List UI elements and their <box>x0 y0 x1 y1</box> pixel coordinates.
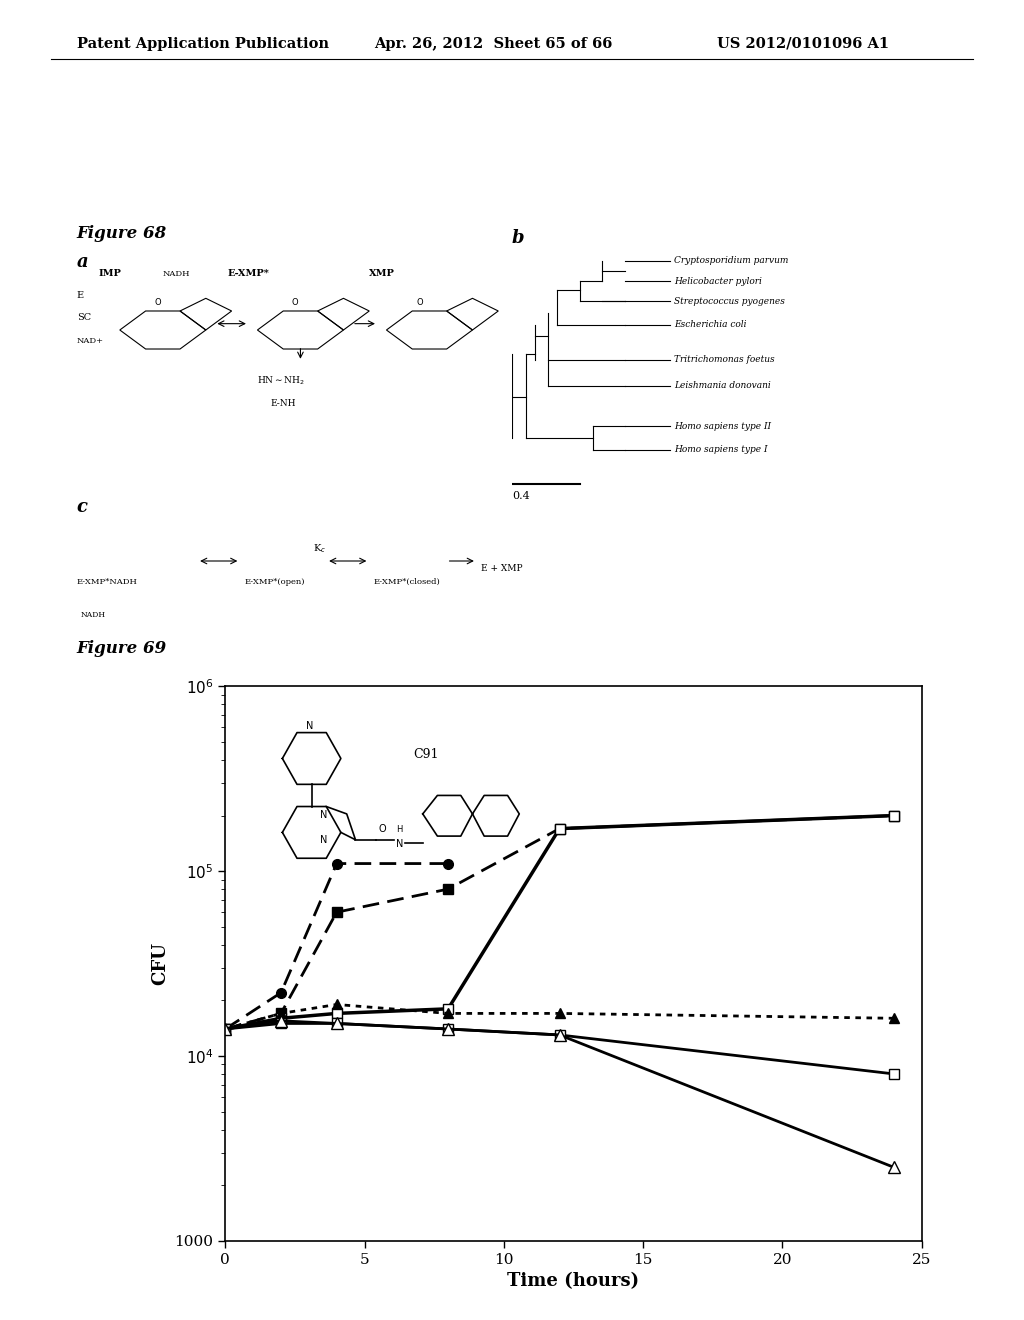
Text: Homo sapiens type I: Homo sapiens type I <box>674 445 768 454</box>
Text: Figure 68: Figure 68 <box>77 224 167 242</box>
Text: b: b <box>512 230 524 247</box>
Y-axis label: CFU: CFU <box>151 942 169 985</box>
Text: E-NH: E-NH <box>270 399 296 408</box>
Text: Helicobacter pylori: Helicobacter pylori <box>674 277 762 285</box>
Text: O: O <box>292 297 298 306</box>
Text: O: O <box>155 297 161 306</box>
Text: 0.4: 0.4 <box>512 491 529 502</box>
Text: E + XMP: E + XMP <box>481 564 522 573</box>
Text: Patent Application Publication: Patent Application Publication <box>77 37 329 50</box>
Text: K$_c$: K$_c$ <box>313 543 327 554</box>
Text: US 2012/0101096 A1: US 2012/0101096 A1 <box>717 37 889 50</box>
Text: E: E <box>77 292 84 301</box>
X-axis label: Time (hours): Time (hours) <box>507 1272 640 1290</box>
Text: Escherichia coli: Escherichia coli <box>674 321 746 329</box>
Text: Leishmania donovani: Leishmania donovani <box>674 381 771 391</box>
Text: a: a <box>77 252 88 271</box>
Text: NADH: NADH <box>81 611 106 619</box>
Text: E-XMP*(open): E-XMP*(open) <box>245 578 305 586</box>
Text: O: O <box>417 297 423 306</box>
Text: Streptococcus pyogenes: Streptococcus pyogenes <box>674 297 785 306</box>
Text: E-XMP*NADH: E-XMP*NADH <box>77 578 137 586</box>
Text: SC: SC <box>77 313 91 322</box>
Text: Tritrichomonas foetus: Tritrichomonas foetus <box>674 355 775 364</box>
Text: E-XMP*(closed): E-XMP*(closed) <box>374 578 440 586</box>
Text: Homo sapiens type II: Homo sapiens type II <box>674 422 771 430</box>
Text: Figure 69: Figure 69 <box>77 640 167 657</box>
Text: C91: C91 <box>414 748 439 762</box>
Text: IMP: IMP <box>98 269 121 279</box>
Text: NADH: NADH <box>163 271 190 279</box>
Text: NAD+: NAD+ <box>77 337 103 345</box>
Text: Apr. 26, 2012  Sheet 65 of 66: Apr. 26, 2012 Sheet 65 of 66 <box>374 37 612 50</box>
Text: E-XMP*: E-XMP* <box>227 269 269 279</box>
Text: Cryptosporidium parvum: Cryptosporidium parvum <box>674 256 788 265</box>
Text: c: c <box>77 498 88 516</box>
Text: XMP: XMP <box>370 269 395 279</box>
Text: HN$\sim$NH$_2$: HN$\sim$NH$_2$ <box>257 375 305 387</box>
